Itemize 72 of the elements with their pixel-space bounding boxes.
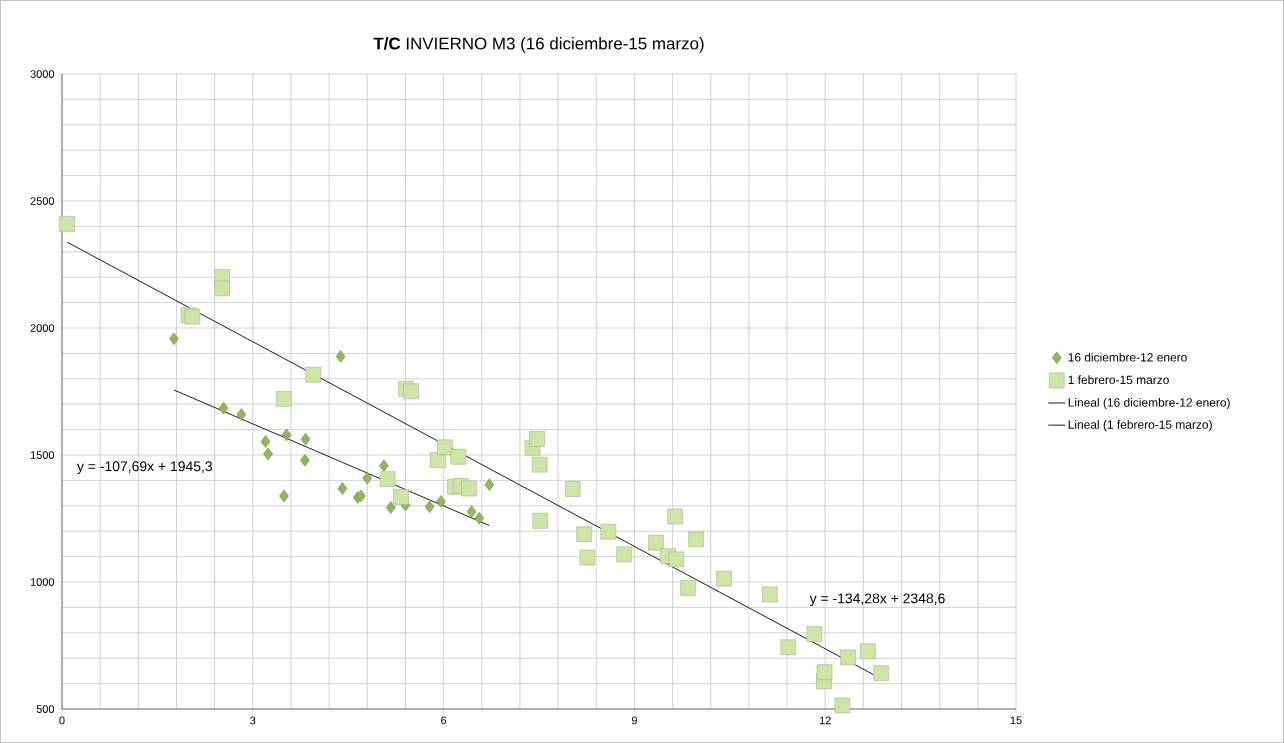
- x-tick-label: 0: [59, 716, 65, 725]
- point: [335, 350, 346, 363]
- point: [356, 489, 366, 503]
- point: [680, 580, 696, 596]
- point: [403, 383, 419, 400]
- point: [688, 531, 704, 548]
- annotation: y = -107,69x + 1945,3: [76, 461, 213, 475]
- point: [461, 480, 477, 497]
- point: [59, 216, 75, 232]
- y-tick-label: 2500: [30, 197, 55, 205]
- point: [386, 501, 396, 514]
- point: [276, 391, 292, 407]
- point: [279, 489, 289, 503]
- point: [337, 482, 348, 495]
- point: [600, 523, 617, 540]
- x-tick-label: 12: [819, 716, 831, 725]
- point: [873, 665, 889, 681]
- point: [437, 439, 453, 456]
- point: [263, 447, 273, 461]
- point: [362, 471, 373, 485]
- point: [816, 664, 833, 680]
- point: [532, 512, 549, 529]
- annotation: y = -134,28x + 2348,6: [809, 593, 945, 607]
- point: [393, 489, 409, 505]
- point: [762, 586, 778, 603]
- point: [300, 432, 311, 446]
- point: [564, 481, 581, 497]
- point: [214, 280, 231, 297]
- point: [281, 428, 292, 442]
- point: [300, 454, 310, 467]
- point: [716, 570, 732, 587]
- point: [834, 697, 851, 714]
- point: [379, 471, 396, 487]
- point: [218, 401, 229, 415]
- point: [379, 459, 389, 472]
- y-tick-label: 2000: [30, 324, 55, 332]
- x-tick-label: 3: [250, 716, 256, 725]
- point: [305, 366, 322, 383]
- point: [860, 643, 876, 660]
- y-tick-label: 3000: [30, 70, 55, 78]
- x-tick-label: 6: [441, 716, 447, 725]
- point: [579, 549, 596, 566]
- point: [169, 332, 179, 345]
- point: [484, 478, 495, 492]
- x-tick-label: 15: [1010, 716, 1022, 725]
- legend-label: Lineal (16 diciembre-12 enero): [1068, 397, 1230, 410]
- legend-label: 1 febrero-15 marzo: [1068, 375, 1169, 385]
- point: [260, 435, 271, 448]
- point: [576, 526, 592, 543]
- y-tick-label: 1500: [30, 451, 55, 459]
- point: [780, 639, 797, 656]
- y-tick-label: 500: [36, 705, 55, 713]
- y-tick-label: 1000: [30, 578, 55, 586]
- point: [474, 511, 485, 525]
- x-tick-label: 9: [631, 716, 637, 725]
- point: [466, 505, 477, 518]
- point: [529, 431, 545, 447]
- point: [424, 500, 435, 514]
- point: [184, 308, 201, 325]
- chart-title: T/C INVIERNO M3 (16 diciembre-15 marzo): [373, 37, 704, 53]
- point: [436, 495, 446, 508]
- legend-label: 16 diciembre-12 enero: [1068, 352, 1187, 362]
- point: [840, 649, 856, 666]
- point: [806, 626, 823, 642]
- point: [531, 456, 548, 473]
- point: [236, 408, 247, 421]
- legend-label: Lineal (1 febrero-15 marzo): [1068, 420, 1212, 432]
- point: [667, 508, 683, 525]
- point: [668, 551, 685, 568]
- point: [648, 534, 664, 551]
- point: [450, 448, 467, 465]
- point: [616, 546, 633, 563]
